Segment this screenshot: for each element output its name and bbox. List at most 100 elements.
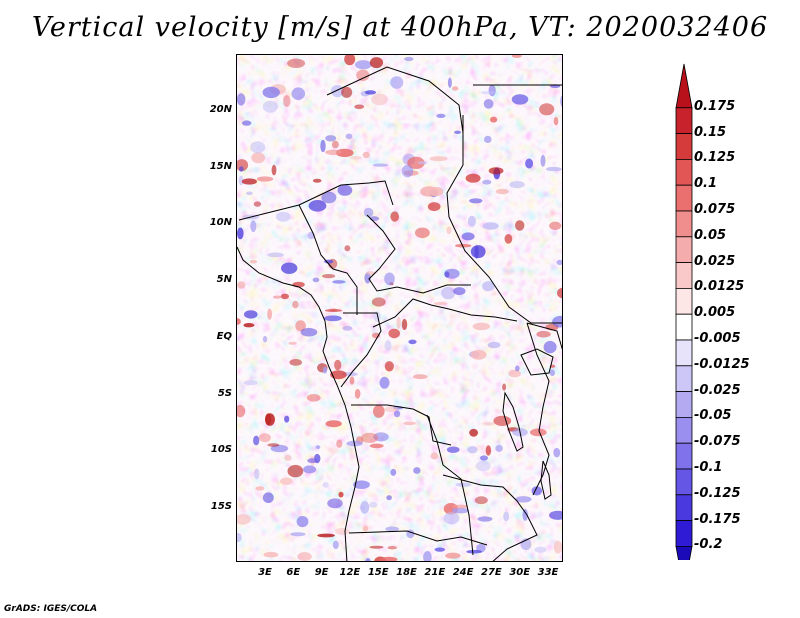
upward-patch [292, 300, 299, 309]
upward-patch [553, 117, 559, 126]
downward-patch [386, 495, 392, 501]
downward-patch [369, 501, 378, 508]
downward-patch [237, 93, 246, 106]
upward-patch [267, 443, 280, 447]
downward-patch [372, 163, 389, 167]
downward-patch [353, 480, 370, 490]
colorbar-box [675, 287, 693, 315]
downward-patch [332, 280, 346, 284]
upward-patch [306, 394, 321, 402]
downward-patch [461, 232, 475, 241]
upward-patch [280, 293, 289, 300]
downward-patch [242, 120, 252, 126]
downward-patch [434, 547, 446, 552]
lon-label: 18E [396, 567, 417, 578]
downward-patch [408, 339, 417, 345]
upward-patch [427, 202, 441, 212]
downward-patch [467, 446, 478, 454]
upward-patch [322, 274, 336, 279]
upward-patch [331, 140, 339, 149]
border-congo [340, 312, 382, 388]
downward-patch [474, 245, 479, 259]
downward-patch [511, 94, 529, 105]
upward-patch [356, 69, 370, 82]
upward-patch [433, 301, 448, 306]
upward-patch [288, 341, 297, 345]
downward-patch [483, 99, 494, 109]
downward-patch [522, 508, 528, 521]
lat-label: 15N [209, 160, 232, 172]
upward-patch [287, 464, 304, 478]
upward-patch [372, 332, 381, 339]
upward-patch [465, 173, 481, 183]
border-chad-car [366, 214, 471, 294]
upward-patch [469, 428, 478, 437]
upward-patch [284, 454, 292, 462]
lat-label: 15S [210, 500, 232, 512]
downward-patch [515, 365, 520, 372]
colorbar-box [675, 339, 693, 367]
downward-patch [552, 315, 562, 328]
downward-patch [455, 482, 472, 487]
downward-patch [262, 86, 280, 99]
upward-patch [482, 421, 495, 426]
lon-label: 33E [537, 567, 559, 578]
upward-patch [369, 443, 384, 449]
lon-label: 6E [286, 567, 301, 578]
upward-patch [388, 328, 400, 339]
upward-patch [267, 308, 272, 320]
colorbar-bottom-triangle [675, 545, 693, 560]
map-panel [236, 54, 563, 562]
colorbar-label: -0.0125 [694, 356, 750, 372]
downward-patch [447, 77, 452, 88]
downward-patch [453, 287, 466, 296]
downward-patch [553, 447, 561, 458]
downward-patch [543, 340, 557, 354]
upward-patch [237, 281, 246, 289]
downward-patch [307, 458, 318, 464]
velocity-anomaly-patches [237, 55, 562, 561]
lon-label: 24E [452, 567, 474, 578]
upward-patch [553, 540, 562, 554]
downward-patch [345, 133, 353, 140]
colorbar-label: -0.025 [694, 382, 741, 398]
upward-patch [251, 152, 265, 164]
upward-patch [380, 556, 398, 561]
upward-patch [258, 433, 271, 443]
downward-patch [320, 139, 326, 153]
velocity-noise-layer [237, 55, 562, 561]
downward-patch [262, 335, 268, 343]
downward-patch [441, 286, 456, 300]
colorbar-box [675, 313, 693, 341]
border-tanzania [526, 322, 562, 350]
upward-patch [369, 545, 384, 549]
upward-patch [272, 295, 282, 299]
upward-patch [237, 318, 241, 325]
downward-patch [417, 161, 428, 165]
lat-label: 20N [209, 104, 232, 115]
upward-patch [241, 178, 257, 185]
colorbar-box [675, 133, 693, 160]
downward-patch [364, 90, 377, 95]
downward-patch [321, 191, 337, 204]
colorbar-top-triangle [675, 63, 693, 109]
upward-patch [325, 420, 342, 428]
upward-patch [430, 452, 439, 460]
colorbar-box [675, 520, 693, 547]
upward-patch [403, 421, 416, 426]
downward-patch [322, 366, 328, 374]
lake-malawi [540, 460, 552, 500]
lon-label: 9E [314, 567, 329, 578]
political-boundaries [237, 66, 562, 561]
colorbar-label: 0.05 [694, 227, 727, 243]
upward-patch [446, 226, 452, 235]
upward-patch [287, 58, 306, 68]
lake-victoria [520, 348, 554, 376]
colorbar-box [675, 159, 693, 186]
downward-patch [262, 492, 274, 504]
border-angola-north [351, 404, 452, 446]
border-libya-chad [326, 66, 464, 134]
upward-patch [452, 504, 469, 509]
colorbar-label: 0.005 [694, 305, 736, 321]
colorbar-box [675, 262, 693, 289]
